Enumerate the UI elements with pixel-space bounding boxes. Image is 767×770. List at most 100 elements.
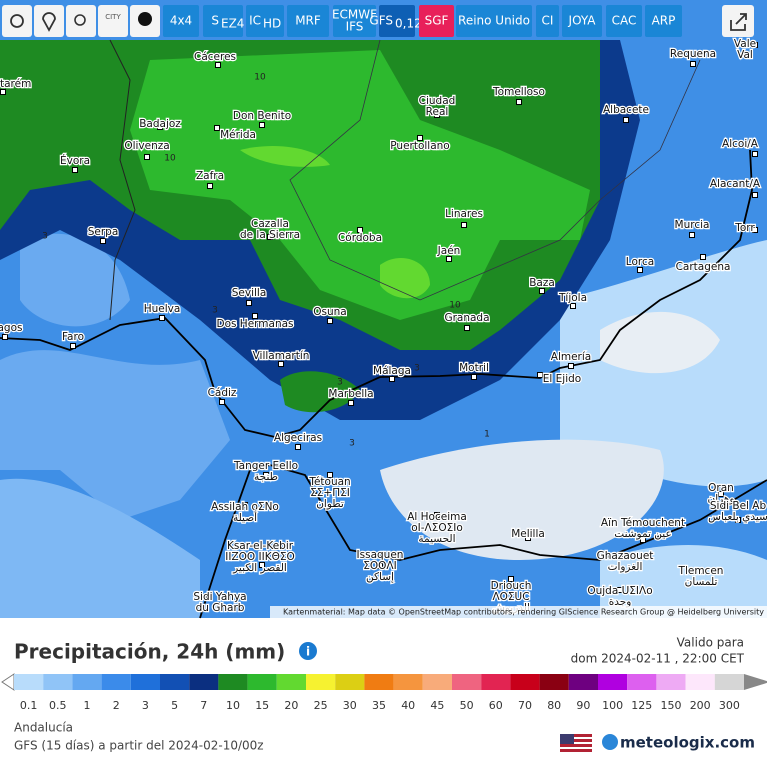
city-label: عين تموشنت <box>614 528 671 540</box>
city-label: Tanger EeIlo <box>233 460 298 472</box>
brand: meteologix.com <box>620 734 755 752</box>
scale-swatch <box>43 674 73 690</box>
city-icon-label: CITY <box>105 13 121 21</box>
city-marker <box>159 315 165 321</box>
scale-swatch <box>276 674 306 690</box>
model-button[interactable] <box>163 5 199 37</box>
model-button[interactable] <box>419 5 454 37</box>
city-marker <box>752 42 758 48</box>
model-button[interactable] <box>536 5 559 37</box>
scale-label: 10 <box>226 699 240 712</box>
city-label: du Gharb <box>196 602 245 614</box>
scale-label: 80 <box>547 699 561 712</box>
city-marker <box>377 563 383 569</box>
model-button[interactable] <box>456 5 532 37</box>
info-icon: i <box>306 645 310 659</box>
scale-label: 300 <box>719 699 740 712</box>
city-marker <box>157 124 163 130</box>
city-label: Sidi Yahya <box>193 591 246 603</box>
city-marker <box>537 372 543 378</box>
city-label: Lorca <box>626 256 654 268</box>
city-marker <box>2 334 8 340</box>
city-marker <box>640 537 646 543</box>
city-marker <box>752 151 758 157</box>
scale-swatch <box>306 674 336 690</box>
scale-label: 1 <box>84 699 91 712</box>
info-button[interactable] <box>299 642 317 660</box>
button-label: Reino Unido <box>458 14 530 28</box>
model-button[interactable] <box>379 5 415 37</box>
scale-arrow <box>1 673 15 691</box>
city-label: Real <box>426 106 449 118</box>
precip-area <box>240 145 330 167</box>
model-button[interactable] <box>333 5 376 37</box>
city-label: Aïn Témouchent <box>601 517 685 529</box>
contour-label: 10 <box>164 154 176 164</box>
city-label: Olivenza <box>124 140 169 152</box>
scale-label: 2 <box>113 699 120 712</box>
map: Cáceres tarém Badajoz Don Benito Mérida Ciuda… <box>0 0 767 619</box>
city-label: Alacant/A <box>710 178 761 190</box>
city-label: Sevilla <box>232 287 267 299</box>
city-label: Mérida <box>220 129 256 141</box>
city-label: Évora <box>60 154 90 167</box>
city-marker <box>461 222 467 228</box>
scale-swatch <box>714 674 744 690</box>
city-marker <box>471 374 477 380</box>
scale-swatch <box>481 674 511 690</box>
city-label: Ksar-el-Kebir <box>227 540 294 552</box>
city-marker <box>568 363 574 369</box>
scale-label: 150 <box>661 699 682 712</box>
city-marker <box>259 562 265 568</box>
city-label: Villamartín <box>253 350 310 362</box>
city-marker <box>242 502 248 508</box>
city-label: Zafra <box>196 170 224 182</box>
model-button[interactable] <box>203 5 243 37</box>
reload-button[interactable] <box>2 5 32 37</box>
valid-label: Valido para <box>677 636 744 650</box>
city-label: Almería <box>551 351 591 363</box>
city-label: Issaquen <box>357 549 404 561</box>
city-label: وجدة <box>609 596 632 608</box>
city-label: Málaga <box>373 365 411 377</box>
city-marker <box>219 399 225 405</box>
scale-swatch <box>656 674 686 690</box>
model-button[interactable] <box>606 5 642 37</box>
scale-label: 25 <box>314 699 328 712</box>
city-button[interactable] <box>98 5 128 37</box>
attribution: Kartenmaterial: Map data © OpenStreetMap… <box>283 608 764 617</box>
scale-swatch <box>72 674 102 690</box>
legend-panel: Precipitación, 24h (mm) i Valido para do… <box>1 636 767 753</box>
scale-label: 7 <box>200 699 207 712</box>
scale-label: 45 <box>430 699 444 712</box>
city-label: Tétouan <box>308 476 350 488</box>
city-label: ΛOΣUC <box>492 591 529 603</box>
contour-label: 10 <box>254 73 266 83</box>
city-marker <box>215 62 221 68</box>
model-button[interactable] <box>562 5 602 37</box>
location-button[interactable] <box>34 5 64 37</box>
brand-icon <box>602 734 618 750</box>
city-label: الحسيمة <box>418 533 455 545</box>
city-label: Cazalla <box>251 218 289 230</box>
valid-time: dom 2024-02-11 , 22:00 CET <box>571 652 745 666</box>
button-sub: EZ4 <box>221 17 244 31</box>
button-label: CAC <box>612 14 637 28</box>
zoom-button[interactable] <box>66 5 96 37</box>
legend-title: Precipitación, 24h (mm) <box>14 640 285 664</box>
model-button[interactable] <box>645 5 682 37</box>
city-marker <box>100 238 106 244</box>
model-button[interactable] <box>287 5 329 37</box>
city-label: Motril <box>459 362 489 374</box>
city-label: ΣΣ+ΠΣΙ <box>310 487 350 499</box>
city-marker <box>617 587 623 593</box>
city-label: Tíjola <box>558 292 587 304</box>
city-marker <box>214 125 220 131</box>
scale-label: 200 <box>690 699 711 712</box>
city-marker <box>217 602 223 608</box>
border <box>109 39 136 321</box>
model-button[interactable] <box>246 5 284 37</box>
precip-area <box>280 371 360 413</box>
city-marker <box>622 553 628 559</box>
